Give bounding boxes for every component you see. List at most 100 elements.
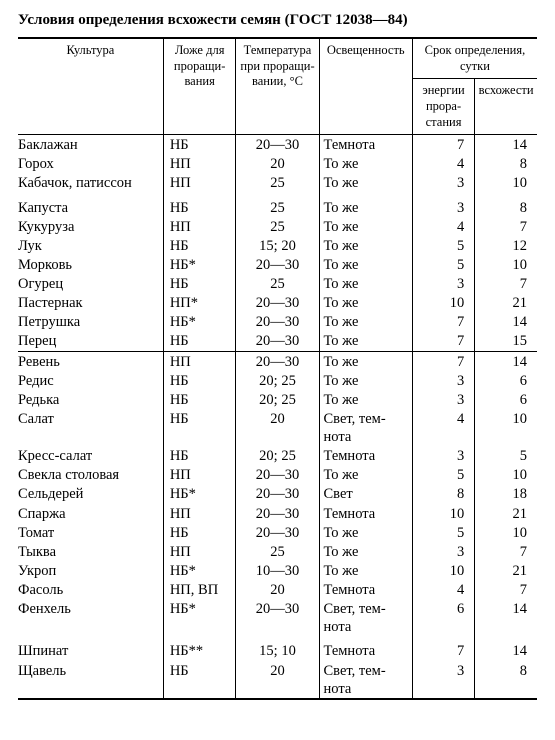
cell-light: Свет, тем­нота [319,599,412,636]
cell-energy: 4 [412,217,474,236]
table-row: МорковьНБ*20—30То же510 [18,255,537,274]
cell-temp: 25 [236,274,319,293]
table-row: РедисНБ20; 25То же36 [18,371,537,390]
cell-germ: 6 [475,390,537,409]
table-row: КапустаНБ25То же38 [18,193,537,217]
cell-light: То же [319,523,412,542]
table-row: УкропНБ*10—30То же1021 [18,561,537,580]
th-culture: Культура [18,38,163,135]
cell-light: Темнота [319,636,412,660]
cell-germ: 7 [475,580,537,599]
cell-energy: 7 [412,351,474,371]
cell-culture: Баклажан [18,135,163,155]
cell-culture: Лук [18,236,163,255]
cell-germ: 10 [475,523,537,542]
cell-energy: 3 [412,193,474,217]
cell-light: То же [319,293,412,312]
cell-bed: НБ [163,409,236,446]
cell-temp: 20—30 [236,255,319,274]
cell-light: То же [319,173,412,192]
cell-germ: 12 [475,236,537,255]
cell-energy: 5 [412,523,474,542]
cell-culture: Томат [18,523,163,542]
cell-temp: 20; 25 [236,371,319,390]
cell-light: То же [319,255,412,274]
cell-temp: 20—30 [236,351,319,371]
cell-germ: 15 [475,331,537,351]
cell-bed: НБ* [163,484,236,503]
cell-temp: 20—30 [236,331,319,351]
cell-culture: Щавель [18,661,163,699]
cell-germ: 10 [475,409,537,446]
cell-temp: 15; 20 [236,236,319,255]
table-row: ЛукНБ15; 20То же512 [18,236,537,255]
cell-energy: 7 [412,331,474,351]
cell-bed: НБ** [163,636,236,660]
cell-germ: 14 [475,636,537,660]
cell-germ: 14 [475,351,537,371]
cell-culture: Ревень [18,351,163,371]
cell-energy: 10 [412,561,474,580]
cell-culture: Укроп [18,561,163,580]
cell-light: То же [319,312,412,331]
cell-temp: 20—30 [236,465,319,484]
cell-germ: 10 [475,255,537,274]
cell-bed: НБ [163,236,236,255]
cell-culture: Сельдерей [18,484,163,503]
cell-bed: НП [163,504,236,523]
cell-temp: 10—30 [236,561,319,580]
table-row: ГорохНП20То же48 [18,154,537,173]
cell-germ: 8 [475,661,537,699]
table-row: Кабачок, патис­сонНП25То же310 [18,173,537,192]
cell-bed: НБ [163,390,236,409]
cell-bed: НБ [163,523,236,542]
germination-table: Культура Ложе для проращи­вания Темпера­… [18,37,537,700]
table-row: Кресс-салатНБ20; 25Темнота35 [18,446,537,465]
cell-light: То же [319,331,412,351]
table-row: ТоматНБ20—30То же510 [18,523,537,542]
cell-temp: 20 [236,409,319,446]
cell-energy: 3 [412,371,474,390]
cell-light: Свет [319,484,412,503]
cell-bed: НП [163,217,236,236]
cell-temp: 20—30 [236,135,319,155]
cell-light: Темнота [319,580,412,599]
cell-germ: 21 [475,504,537,523]
cell-germ: 14 [475,599,537,636]
cell-culture: Тыква [18,542,163,561]
cell-culture: Фенхель [18,599,163,636]
table-row: ФасольНП, ВП20Темнота47 [18,580,537,599]
cell-energy: 3 [412,173,474,192]
cell-energy: 5 [412,255,474,274]
table-row: ШпинатНБ**15; 10Темнота714 [18,636,537,660]
cell-culture: Кабачок, патис­сон [18,173,163,192]
cell-germ: 21 [475,293,537,312]
cell-temp: 25 [236,173,319,192]
table-row: ПастернакНП*20—30То же1021 [18,293,537,312]
cell-light: Темнота [319,504,412,523]
table-row: ПетрушкаНБ*20—30То же714 [18,312,537,331]
cell-light: То же [319,390,412,409]
cell-bed: НП [163,154,236,173]
cell-culture: Морковь [18,255,163,274]
table-row: ТыкваНП25То же37 [18,542,537,561]
cell-light: То же [319,217,412,236]
table-row: СпаржаНП20—30Темнота1021 [18,504,537,523]
cell-temp: 20—30 [236,599,319,636]
cell-temp: 15; 10 [236,636,319,660]
cell-temp: 20—30 [236,312,319,331]
table-row: Свекла столоваяНП20—30То же510 [18,465,537,484]
cell-light: Темнота [319,446,412,465]
cell-bed: НБ* [163,312,236,331]
cell-germ: 8 [475,154,537,173]
table-section: БаклажанНБ20—30Темнота714ГорохНП20То же4… [18,135,537,351]
cell-culture: Фасоль [18,580,163,599]
table-row: РедькаНБ20; 25То же36 [18,390,537,409]
cell-germ: 7 [475,217,537,236]
th-lighting: Освещен­ность [319,38,412,135]
cell-energy: 10 [412,293,474,312]
cell-temp: 25 [236,217,319,236]
cell-germ: 18 [475,484,537,503]
cell-culture: Шпинат [18,636,163,660]
cell-culture: Петрушка [18,312,163,331]
